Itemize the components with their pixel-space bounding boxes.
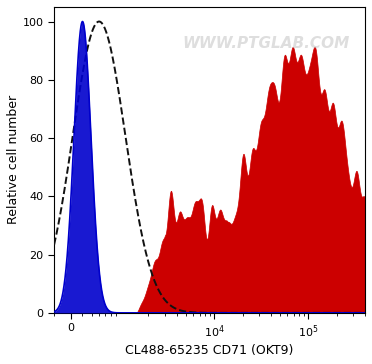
Y-axis label: Relative cell number: Relative cell number [7, 95, 20, 225]
Text: WWW.PTGLAB.COM: WWW.PTGLAB.COM [182, 36, 349, 51]
X-axis label: CL488-65235 CD71 (OKT9): CL488-65235 CD71 (OKT9) [125, 344, 294, 357]
